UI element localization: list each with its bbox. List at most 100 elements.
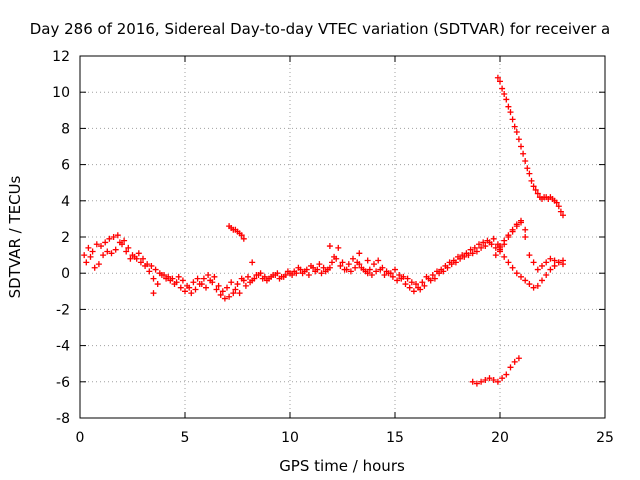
data-point — [142, 262, 149, 269]
data-point — [276, 275, 283, 282]
y-tick-label: -2 — [56, 302, 70, 318]
data-point — [150, 290, 157, 297]
data-point — [230, 290, 237, 297]
data-point — [505, 232, 512, 239]
data-point — [394, 277, 401, 284]
x-tick-label: 10 — [281, 430, 299, 446]
data-point — [326, 243, 333, 250]
data-point — [413, 281, 419, 288]
data-point — [524, 165, 531, 172]
y-tick-label: 4 — [61, 194, 70, 210]
data-point — [461, 253, 468, 260]
data-point — [392, 266, 398, 273]
data-point — [89, 248, 96, 255]
data-point — [289, 272, 296, 279]
data-point — [121, 237, 128, 244]
y-tick-label: 0 — [61, 266, 70, 282]
data-point — [284, 268, 291, 275]
data-point — [215, 282, 222, 289]
data-point — [478, 378, 485, 385]
data-point — [507, 364, 514, 371]
data-point — [511, 123, 518, 130]
data-point — [375, 257, 382, 264]
data-point — [98, 243, 104, 250]
data-point — [469, 250, 476, 257]
data-point — [518, 273, 524, 280]
data-point — [473, 380, 480, 387]
data-point — [530, 183, 537, 190]
data-point — [175, 273, 182, 280]
data-point — [415, 284, 422, 291]
data-point — [368, 272, 375, 279]
data-point — [448, 261, 455, 268]
data-point — [251, 275, 258, 282]
data-point — [436, 270, 443, 277]
data-point — [247, 279, 254, 286]
data-point — [490, 376, 497, 383]
data-point — [385, 270, 392, 277]
data-point — [102, 239, 109, 246]
data-point — [217, 291, 224, 298]
data-point — [360, 266, 367, 273]
data-point — [482, 243, 489, 250]
data-point — [419, 279, 426, 286]
data-point — [209, 279, 216, 286]
data-point — [389, 273, 396, 280]
data-point — [83, 259, 90, 266]
x-tick-label: 5 — [181, 430, 190, 446]
data-point — [499, 375, 506, 382]
data-point — [249, 259, 256, 266]
series-isolated-segment — [226, 223, 247, 242]
data-point — [110, 234, 117, 240]
data-point — [171, 281, 178, 288]
data-point — [337, 262, 344, 269]
data-point — [205, 272, 212, 279]
data-point — [543, 272, 550, 279]
data-point — [301, 268, 308, 275]
data-point — [182, 288, 188, 295]
data-point — [200, 275, 207, 282]
data-point — [515, 136, 522, 143]
data-point — [104, 248, 111, 255]
data-point — [501, 91, 508, 98]
data-point — [469, 378, 476, 385]
data-point — [268, 273, 275, 280]
data-point — [320, 264, 327, 271]
data-point — [560, 212, 566, 219]
y-tick-label: -8 — [56, 411, 70, 427]
data-point — [503, 96, 510, 103]
data-point — [476, 241, 482, 248]
data-point — [518, 143, 524, 150]
data-point — [238, 275, 245, 282]
data-point — [520, 150, 527, 157]
data-point — [560, 257, 566, 264]
data-point — [381, 272, 388, 279]
data-point — [347, 268, 354, 275]
data-point — [326, 264, 333, 271]
data-point — [398, 275, 405, 282]
data-point — [532, 186, 539, 193]
data-point — [228, 279, 235, 286]
data-points — [81, 74, 566, 387]
data-point — [356, 250, 363, 257]
series-tail-lower-band — [497, 248, 566, 291]
data-point — [129, 252, 136, 259]
data-point — [555, 259, 562, 266]
data-point — [551, 262, 558, 269]
data-point — [232, 286, 239, 293]
data-point — [148, 262, 155, 269]
data-point — [163, 275, 170, 282]
data-point — [480, 239, 487, 246]
data-point — [255, 272, 262, 279]
data-point — [431, 275, 438, 282]
chart-title: Day 286 of 2016, Sidereal Day-to-day VTE… — [30, 20, 611, 38]
data-point — [242, 282, 249, 289]
data-point — [515, 355, 522, 362]
data-point — [530, 259, 537, 266]
series-low-arc — [469, 355, 522, 387]
data-point — [219, 288, 226, 295]
data-point — [259, 275, 266, 282]
data-point — [188, 290, 195, 297]
data-point — [509, 264, 516, 271]
